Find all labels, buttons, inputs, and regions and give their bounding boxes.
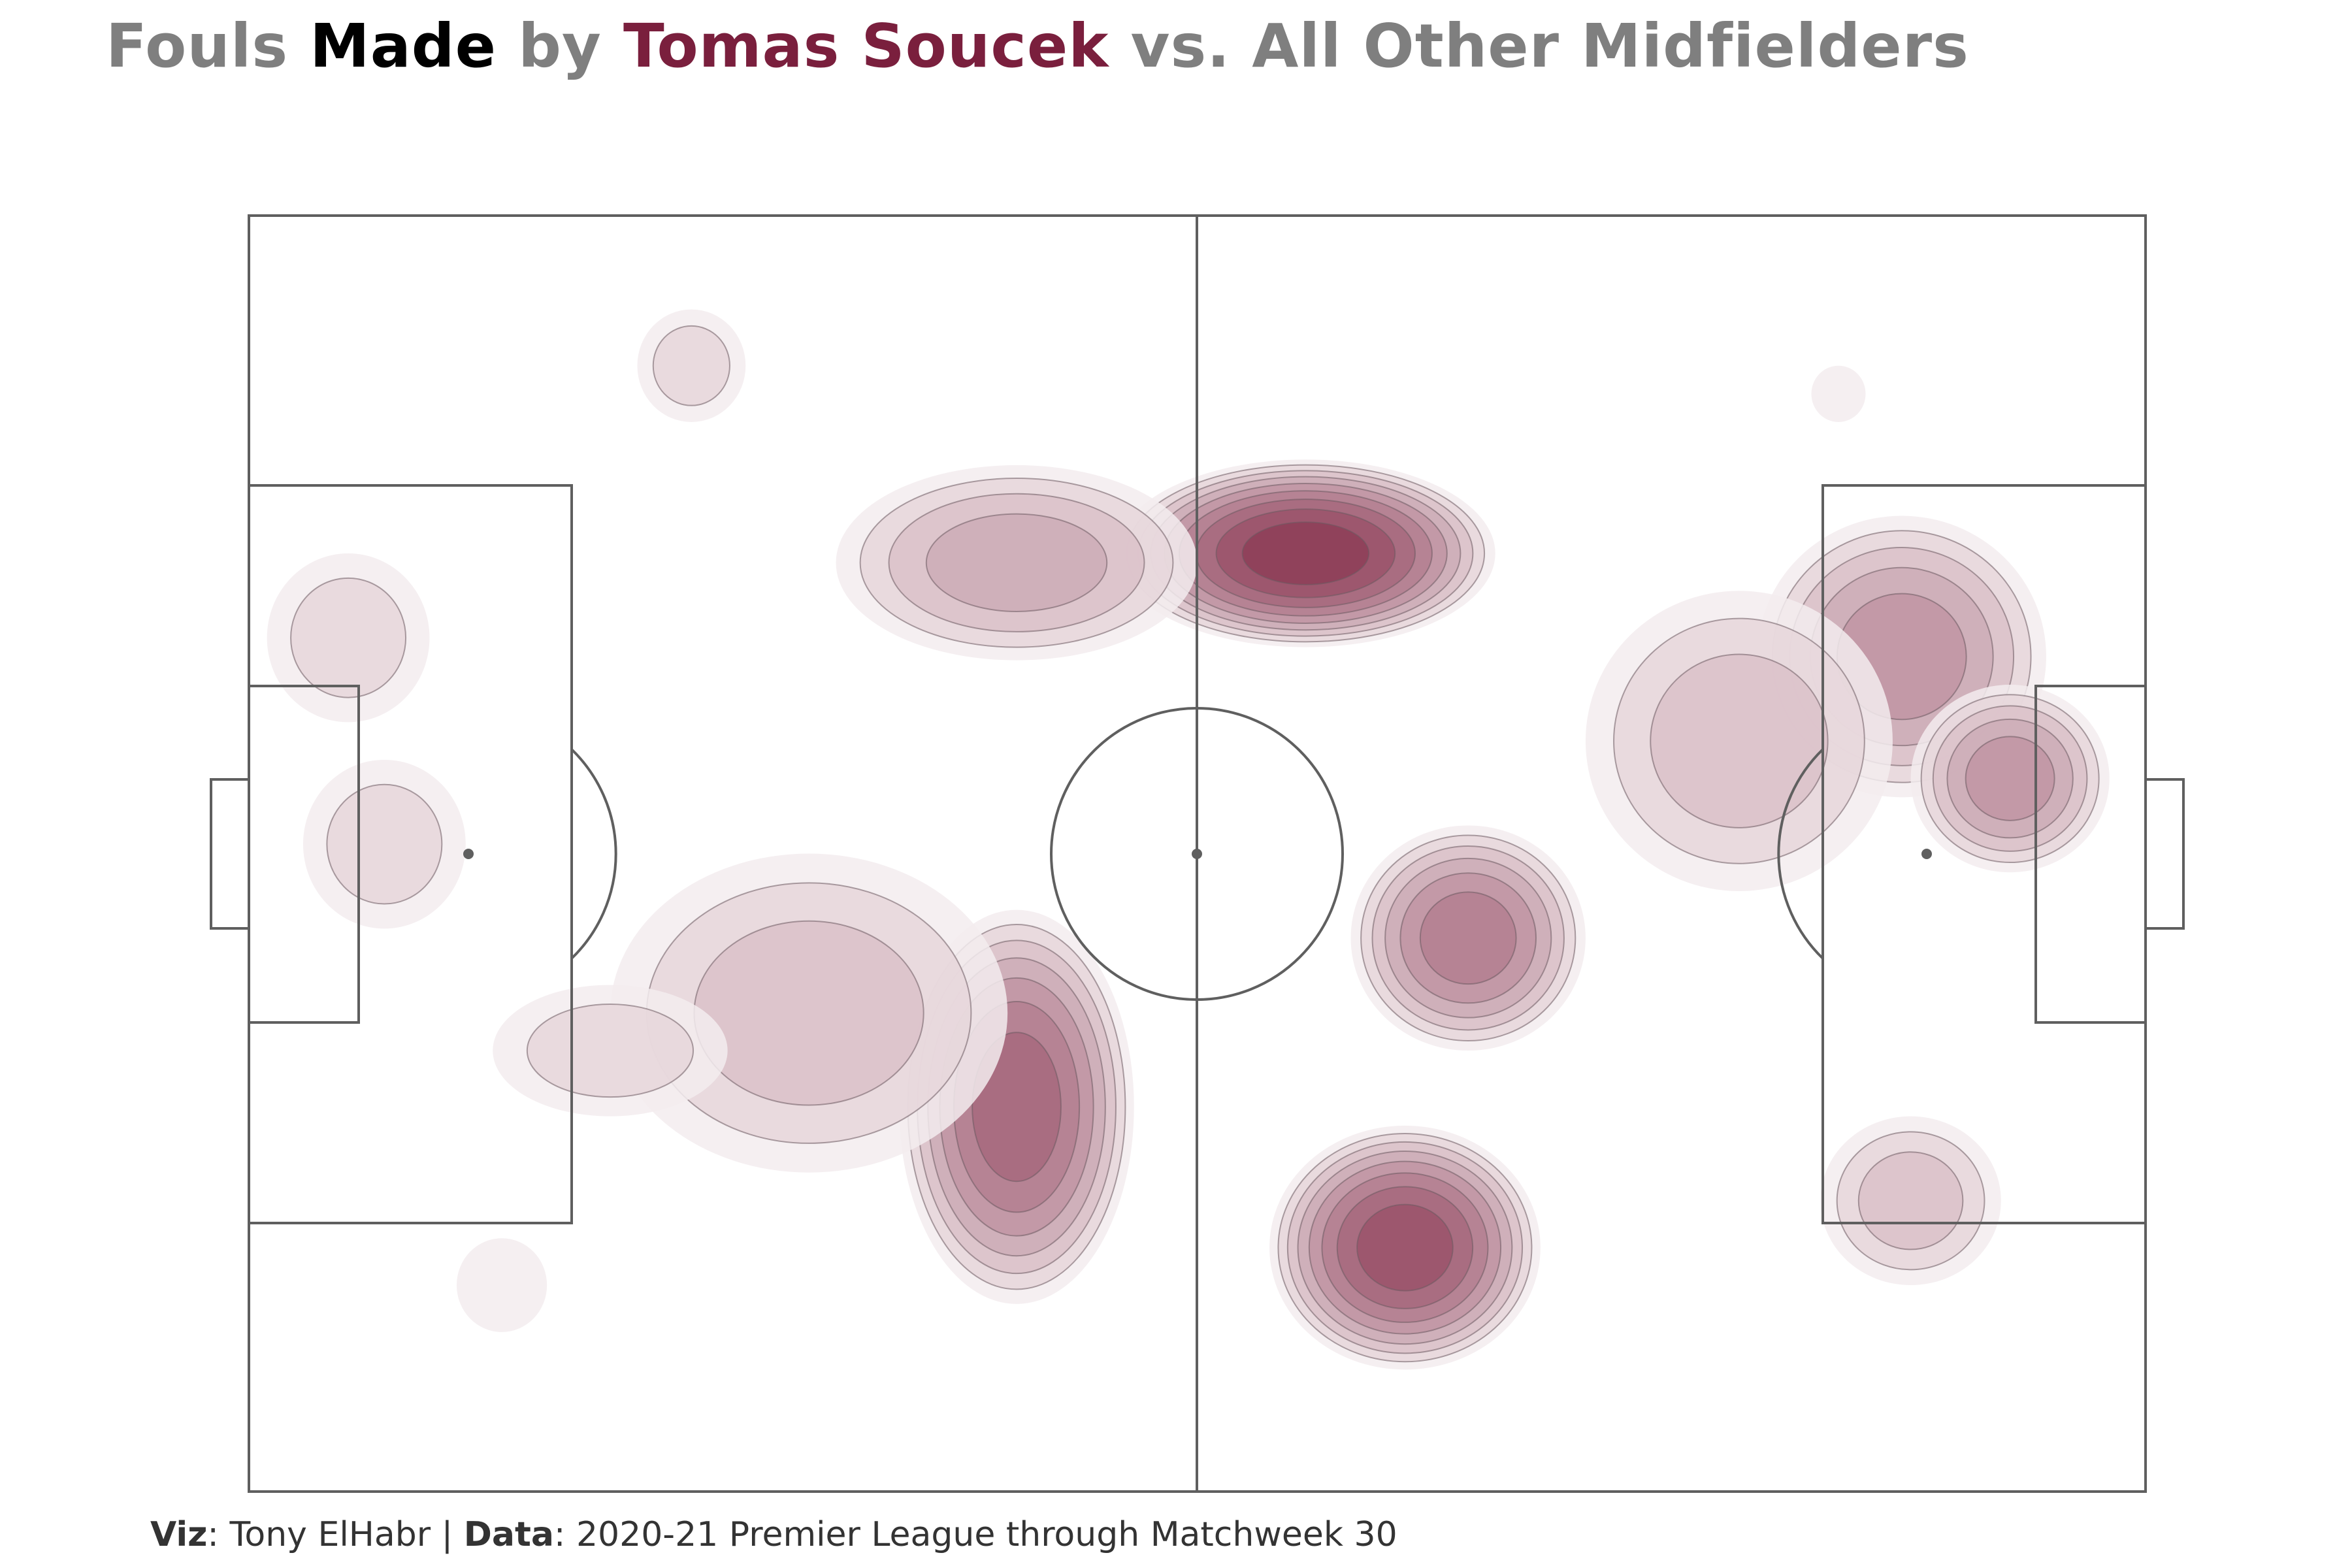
density-hotspot — [610, 853, 1008, 1173]
chart-title: Fouls Made by Tomas Soucek vs. All Other… — [106, 10, 1969, 82]
title-part-by: by — [497, 11, 623, 81]
density-hotspot — [1585, 591, 1893, 891]
left-penalty-arc — [570, 748, 617, 960]
density-contour — [1356, 1203, 1454, 1292]
center-circle — [1050, 707, 1344, 1001]
density-hotspot — [637, 309, 746, 422]
density-contour — [456, 1238, 547, 1332]
density-contour — [526, 1003, 694, 1098]
density-contour — [326, 783, 443, 905]
density-hotspot — [456, 1238, 547, 1332]
center-spot — [1192, 849, 1202, 859]
left-penalty-spot — [463, 849, 474, 859]
density-hotspot — [1910, 685, 2110, 873]
density-hotspot — [267, 553, 430, 723]
density-contour — [693, 920, 924, 1106]
density-hotspot — [1820, 1116, 2001, 1286]
right-goal-box — [2034, 685, 2147, 1024]
density-contour — [925, 513, 1108, 613]
density-hotspot — [1269, 1125, 1541, 1370]
title-part-fouls: Fouls — [106, 11, 310, 81]
density-contour — [1419, 891, 1517, 985]
left-goal — [210, 778, 249, 930]
right-penalty-spot — [1921, 849, 1932, 859]
title-part-versus: vs. All Other Midfielders — [1109, 11, 1969, 81]
pitch-markings — [210, 214, 2185, 1493]
source-caption: Viz: Tony ElHabr | Data: 2020-21 Premier… — [150, 1514, 1397, 1555]
density-hotspot — [493, 985, 728, 1117]
density-hotspot — [1116, 459, 1495, 647]
density-contour — [1650, 653, 1829, 828]
density-contour — [290, 577, 407, 698]
right-goal — [2146, 778, 2185, 930]
density-hotspot — [1350, 825, 1586, 1051]
title-player-name: Tomas Soucek — [623, 11, 1109, 81]
density-hotspot — [302, 759, 466, 929]
caption-viz-label: Viz — [150, 1515, 208, 1554]
density-hotspot — [836, 465, 1198, 661]
density-contour — [1857, 1151, 1964, 1250]
title-part-made: Made — [310, 11, 497, 81]
right-penalty-arc — [1777, 748, 1824, 960]
density-contour — [652, 325, 730, 406]
caption-data-label: Data — [463, 1515, 554, 1554]
caption-viz-value: : Tony ElHabr | — [207, 1515, 464, 1554]
density-layer — [267, 309, 2110, 1370]
density-contour — [1241, 521, 1370, 585]
caption-data-value: : 2020-21 Premier League through Matchwe… — [553, 1515, 1397, 1554]
density-contour — [1811, 365, 1866, 422]
density-hotspot — [1811, 365, 1866, 422]
left-goal-box — [248, 685, 360, 1024]
density-contour — [1965, 736, 2055, 821]
